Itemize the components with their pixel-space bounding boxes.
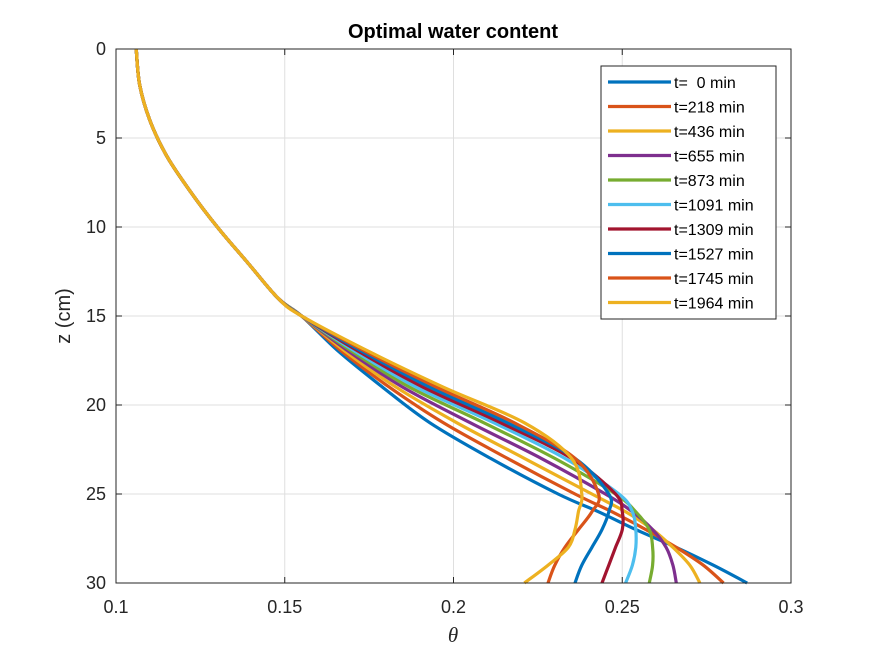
legend-label: t=436 min: [674, 124, 745, 141]
y-tick-label: 25: [86, 484, 106, 504]
legend-label: t=1309 min: [674, 222, 754, 239]
x-tick-label: 0.15: [267, 597, 302, 617]
legend-label: t=1527 min: [674, 247, 754, 264]
legend-label: t=1091 min: [674, 198, 754, 215]
x-tick-label: 0.2: [441, 597, 466, 617]
legend-label: t=1745 min: [674, 271, 754, 288]
series-line-9: [134, 48, 584, 585]
y-tick-label: 30: [86, 573, 106, 593]
legend-label: t=655 min: [674, 149, 745, 166]
y-tick-label: 15: [86, 306, 106, 326]
legend: t= 0 min t=218 min t=436 min t=655 min t=873…: [600, 65, 777, 320]
x-tick-label: 0.1: [103, 597, 128, 617]
legend-label: t= 0 min: [674, 75, 736, 92]
y-tick-label: 5: [96, 128, 106, 148]
x-tick-label: 0.3: [778, 597, 803, 617]
x-axis-label: θ: [448, 623, 458, 647]
legend-label: t=1964 min: [674, 296, 754, 313]
y-axis-label: z (cm): [53, 288, 75, 344]
y-tick-label: 20: [86, 395, 106, 415]
legend-label: t=218 min: [674, 100, 745, 117]
series-layer: [134, 48, 748, 585]
ticks: 0.1 0.15 0.2 0.25 0.3 0 5 10 15 20 25 30: [86, 39, 804, 617]
legend-label: t=873 min: [674, 173, 745, 190]
chart-title: Optimal water content: [348, 21, 558, 43]
y-tick-label: 0: [96, 39, 106, 59]
x-tick-label: 0.25: [605, 597, 640, 617]
y-tick-label: 10: [86, 217, 106, 237]
